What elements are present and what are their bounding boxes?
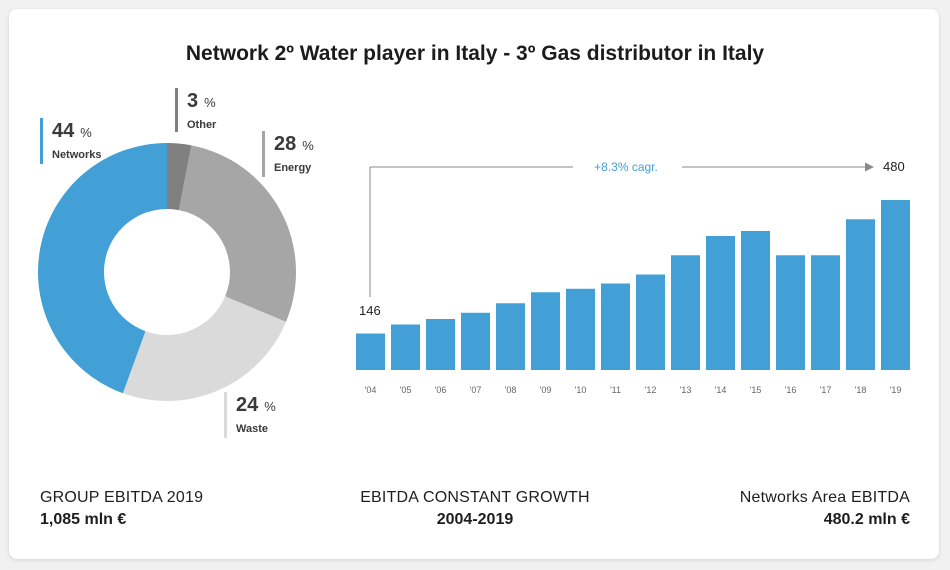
- cagr-label: +8.3% cagr.: [594, 160, 658, 174]
- energy-percent-unit: %: [302, 138, 314, 153]
- networks-percent: 44%: [52, 120, 92, 142]
- bar-06: [426, 319, 455, 370]
- x-tick-label: '12: [645, 385, 657, 395]
- group-ebitda-heading: GROUP EBITDA 2019: [40, 489, 204, 506]
- bar-chart: [356, 200, 910, 370]
- x-tick-label: '04: [365, 385, 377, 395]
- bar-18: [846, 219, 875, 370]
- group-ebitda-block: GROUP EBITDA 2019 1,085 mln €: [40, 487, 203, 531]
- x-tick-label: '11: [610, 385, 621, 395]
- networks-label-bar: [40, 118, 43, 164]
- energy-label-bar: [262, 131, 265, 177]
- donut-slice-energy: [178, 145, 296, 322]
- x-tick-label: '14: [715, 385, 727, 395]
- page-title: Network 2º Water player in Italy - 3º Ga…: [185, 42, 765, 65]
- cagr-annotation: +8.3% cagr. 480 146: [359, 159, 905, 318]
- ebitda-growth-heading: EBITDA CONSTANT GROWTH: [360, 489, 590, 506]
- donut-slice-networks: [38, 143, 167, 394]
- other-percent-unit: %: [204, 95, 216, 110]
- bar-14: [706, 236, 735, 370]
- networks-ebitda-block: Networks Area EBITDA 480.2 mln €: [740, 487, 910, 531]
- bar-09: [531, 292, 560, 370]
- bar-08: [496, 303, 525, 370]
- bar-19: [881, 200, 910, 370]
- bar-12: [636, 274, 665, 370]
- x-tick-label: '05: [400, 385, 412, 395]
- waste-percent-unit: %: [264, 399, 276, 414]
- end-value-label: 480: [883, 159, 905, 174]
- donut-slice-other: [167, 143, 192, 211]
- bar-13: [671, 255, 700, 370]
- waste-percent: 24%: [236, 394, 276, 416]
- donut-labels: 44 % Networks 3 % Other 28 % Energy 24 % Waste: [40, 88, 314, 438]
- x-tick-label: '06: [435, 385, 447, 395]
- energy-percent: 28%: [274, 133, 314, 155]
- bar-04: [356, 333, 385, 370]
- networks-ebitda-value: 480.2 mln €: [823, 511, 910, 528]
- x-tick-label: '18: [855, 385, 867, 395]
- x-tick-label: '15: [750, 385, 762, 395]
- arrow-right-icon: [865, 162, 874, 172]
- bar-17: [811, 255, 840, 370]
- start-value-label: 146: [359, 303, 381, 318]
- waste-name: Waste: [236, 423, 268, 435]
- donut-chart: [38, 143, 296, 401]
- x-tick-label: '07: [470, 385, 482, 395]
- ebitda-growth-block: EBITDA CONSTANT GROWTH 2004-2019: [300, 487, 650, 531]
- bar-07: [461, 312, 490, 370]
- x-tick-label: '17: [820, 385, 832, 395]
- donut-slice-waste: [122, 296, 286, 401]
- bar-05: [391, 324, 420, 370]
- bar-10: [566, 288, 595, 370]
- bar-11: [601, 283, 630, 370]
- x-tick-label: '10: [575, 385, 587, 395]
- waste-label-bar: [224, 392, 227, 438]
- other-label-bar: [175, 88, 178, 132]
- x-tick-label: '08: [505, 385, 517, 395]
- energy-name: Energy: [274, 162, 312, 174]
- networks-name: Networks: [52, 149, 102, 161]
- group-ebitda-value: 1,085 mln €: [40, 511, 127, 528]
- x-tick-label: '09: [540, 385, 552, 395]
- bar-15: [741, 231, 770, 370]
- x-tick-label: '19: [890, 385, 902, 395]
- networks-ebitda-heading: Networks Area EBITDA: [739, 489, 910, 506]
- ebitda-growth-period: 2004-2019: [436, 511, 514, 528]
- x-tick-label: '16: [785, 385, 797, 395]
- x-axis-ticks: '04 '05 '06 '07 '08 '09 '10 '11 '12 '13 '14 '15 '16 '…: [365, 385, 902, 395]
- x-tick-label: '13: [680, 385, 692, 395]
- networks-percent-unit: %: [80, 125, 92, 140]
- bar-16: [776, 255, 805, 370]
- other-name: Other: [187, 119, 217, 131]
- other-percent: 3%: [187, 90, 216, 112]
